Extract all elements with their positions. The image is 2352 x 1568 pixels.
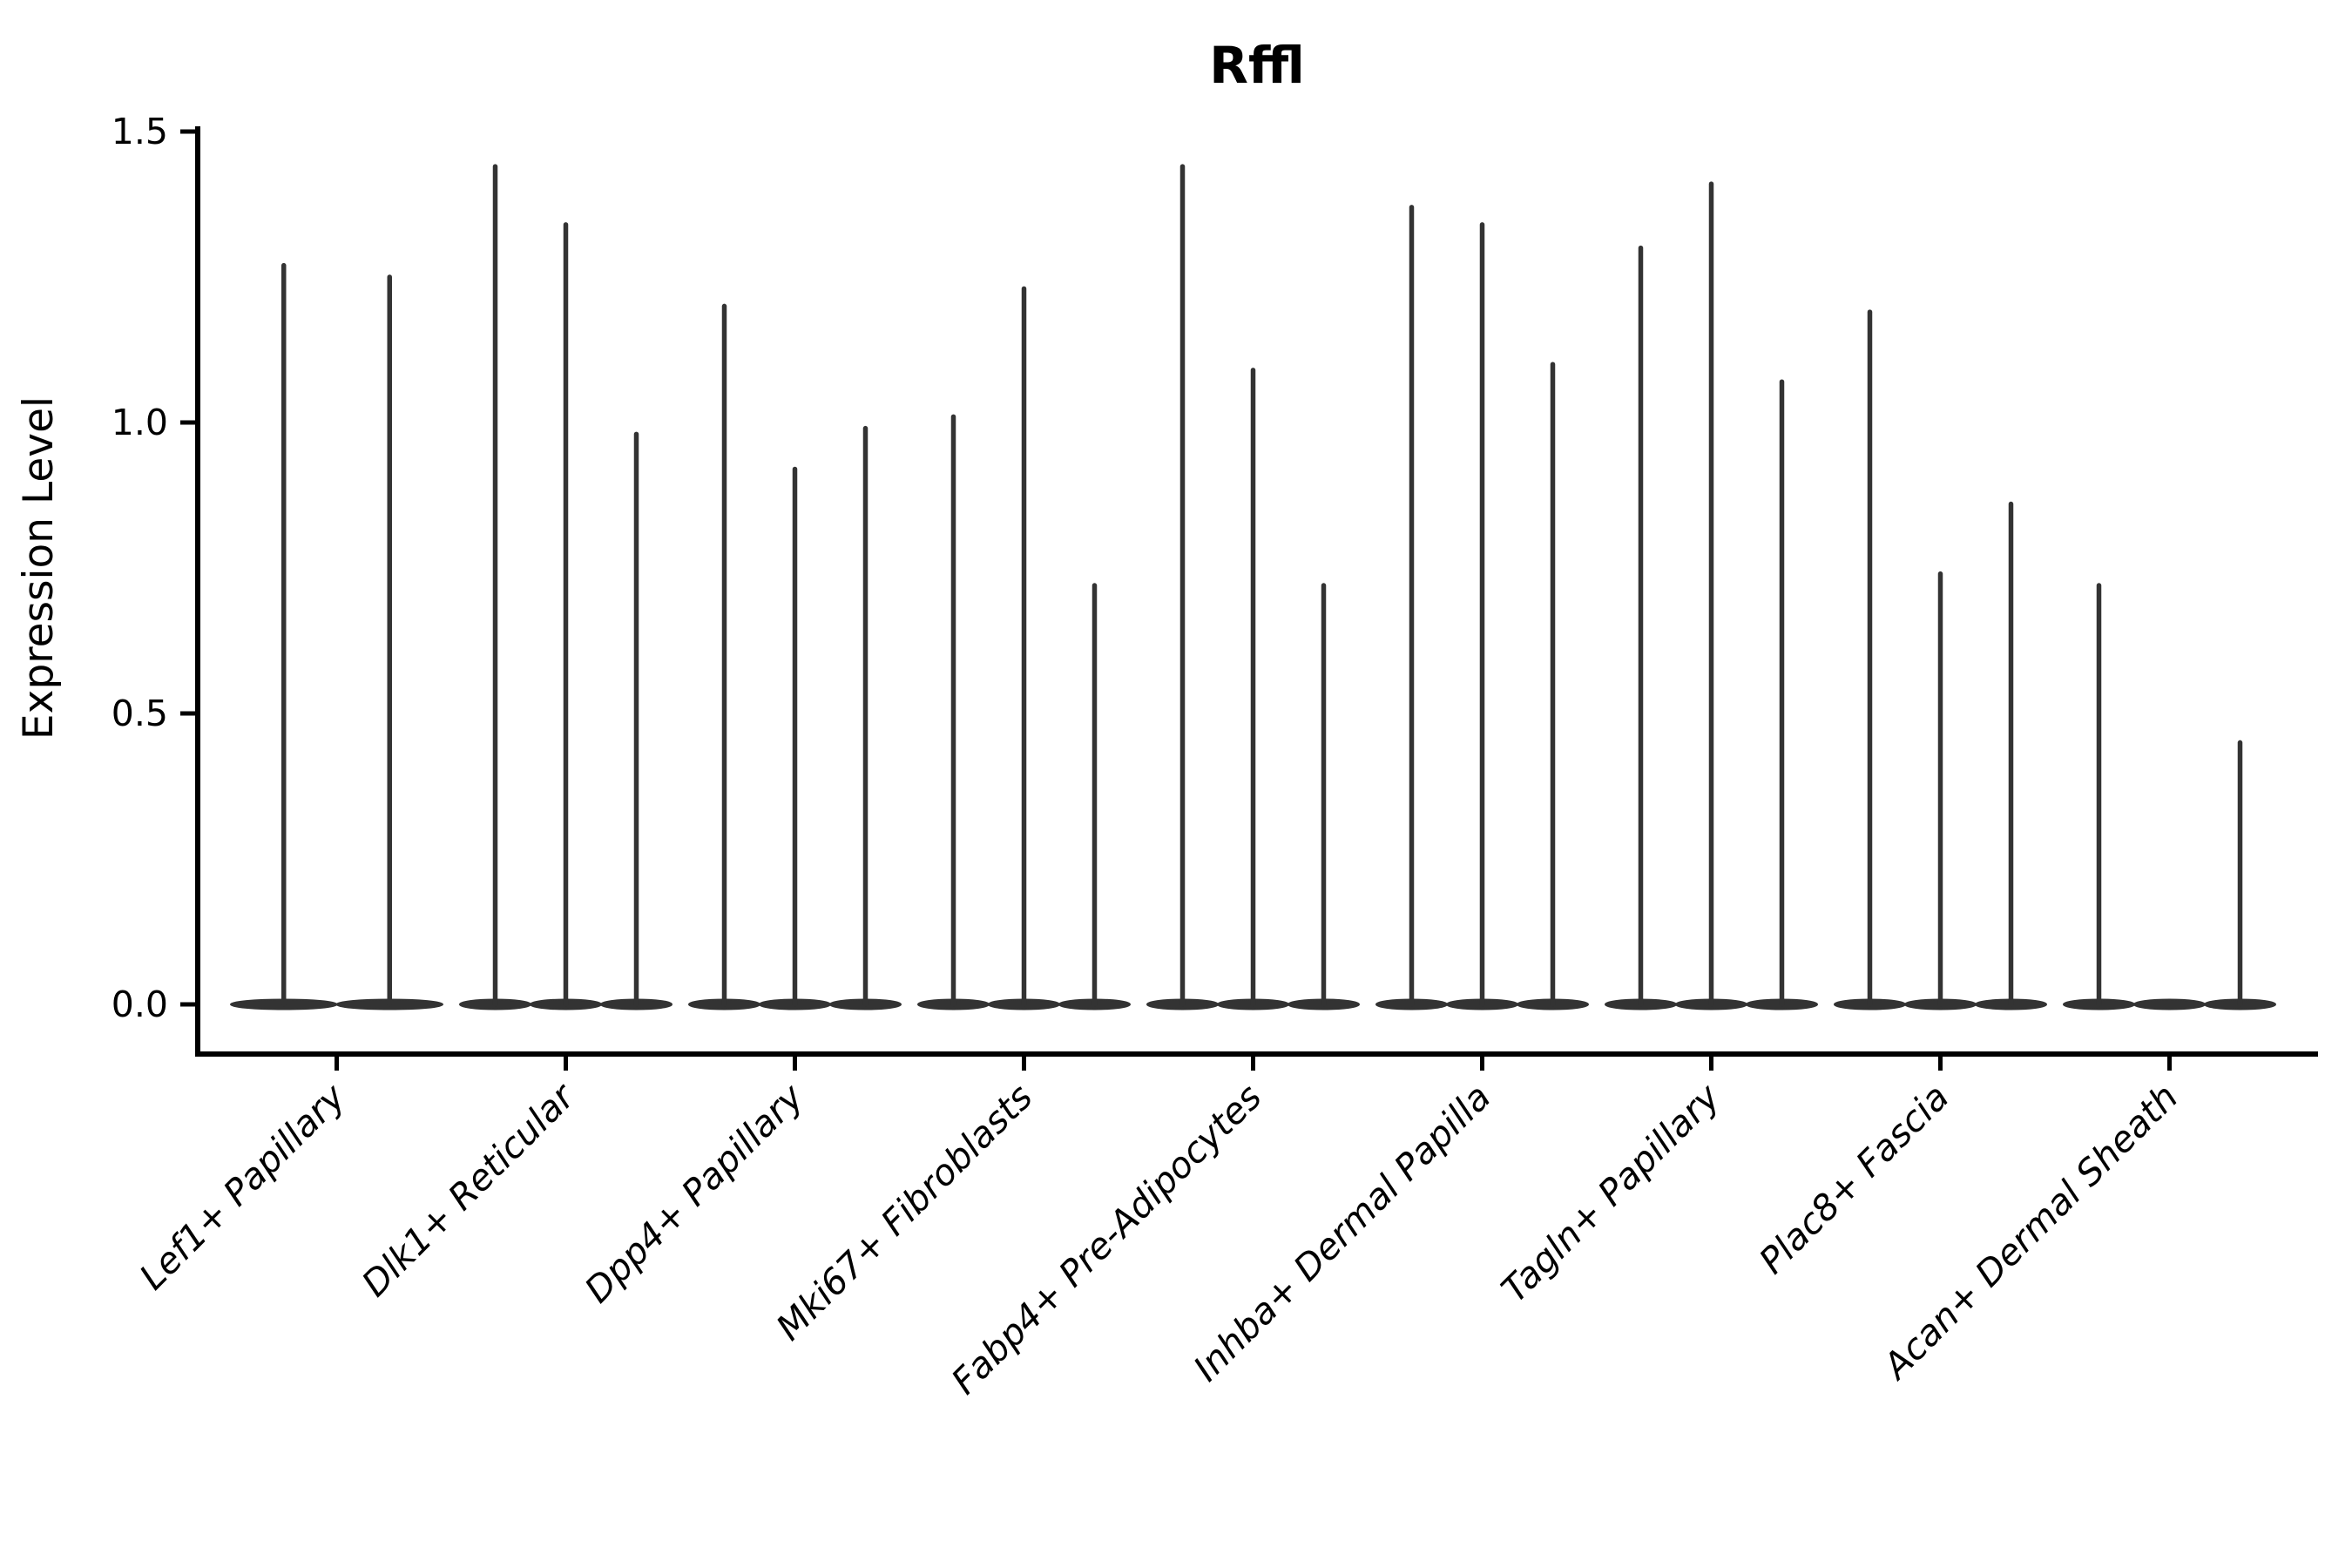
x-tick-mark xyxy=(793,1054,797,1071)
bottom-spine xyxy=(195,1051,2318,1057)
x-tick-label: Tagln+ Papillary xyxy=(1493,1076,1728,1311)
y-axis-label: Expression Level xyxy=(15,396,63,740)
y-tick-mark xyxy=(180,420,198,425)
x-tick-mark xyxy=(1709,1054,1713,1071)
y-tick-mark xyxy=(180,129,198,134)
y-tick-label: 1.0 xyxy=(112,402,168,443)
left-spine xyxy=(195,126,200,1057)
x-tick-mark xyxy=(1251,1054,1255,1071)
x-tick-label: Plac8+ Fascia xyxy=(1751,1076,1957,1281)
y-tick-label: 0.0 xyxy=(112,983,168,1025)
x-tick-label: Dlk1+ Reticular xyxy=(354,1075,584,1305)
y-tick-mark xyxy=(180,711,198,716)
plot-title: Rffl xyxy=(1209,36,1304,95)
x-tick-label: Mki67+ Fibroblasts xyxy=(768,1076,1041,1348)
x-tick-mark xyxy=(335,1054,339,1071)
x-tick-mark xyxy=(2167,1054,2172,1071)
x-tick-mark xyxy=(564,1054,568,1071)
y-tick-label: 1.5 xyxy=(112,111,168,152)
x-tick-mark xyxy=(1938,1054,1943,1071)
x-tick-label: Lef1+ Papillary xyxy=(132,1076,354,1298)
violin-base xyxy=(2133,998,2206,1010)
x-tick-mark xyxy=(1480,1054,1484,1071)
y-tick-label: 0.5 xyxy=(112,693,168,734)
axes-layer: 0.0 0.5 1.0 1.5 xyxy=(112,111,2318,1071)
x-tick-label: Dpp4+ Papillary xyxy=(577,1076,812,1311)
violin-series-layer xyxy=(230,164,2276,1010)
y-tick-mark xyxy=(180,1002,198,1007)
x-tick-mark xyxy=(1022,1054,1026,1071)
